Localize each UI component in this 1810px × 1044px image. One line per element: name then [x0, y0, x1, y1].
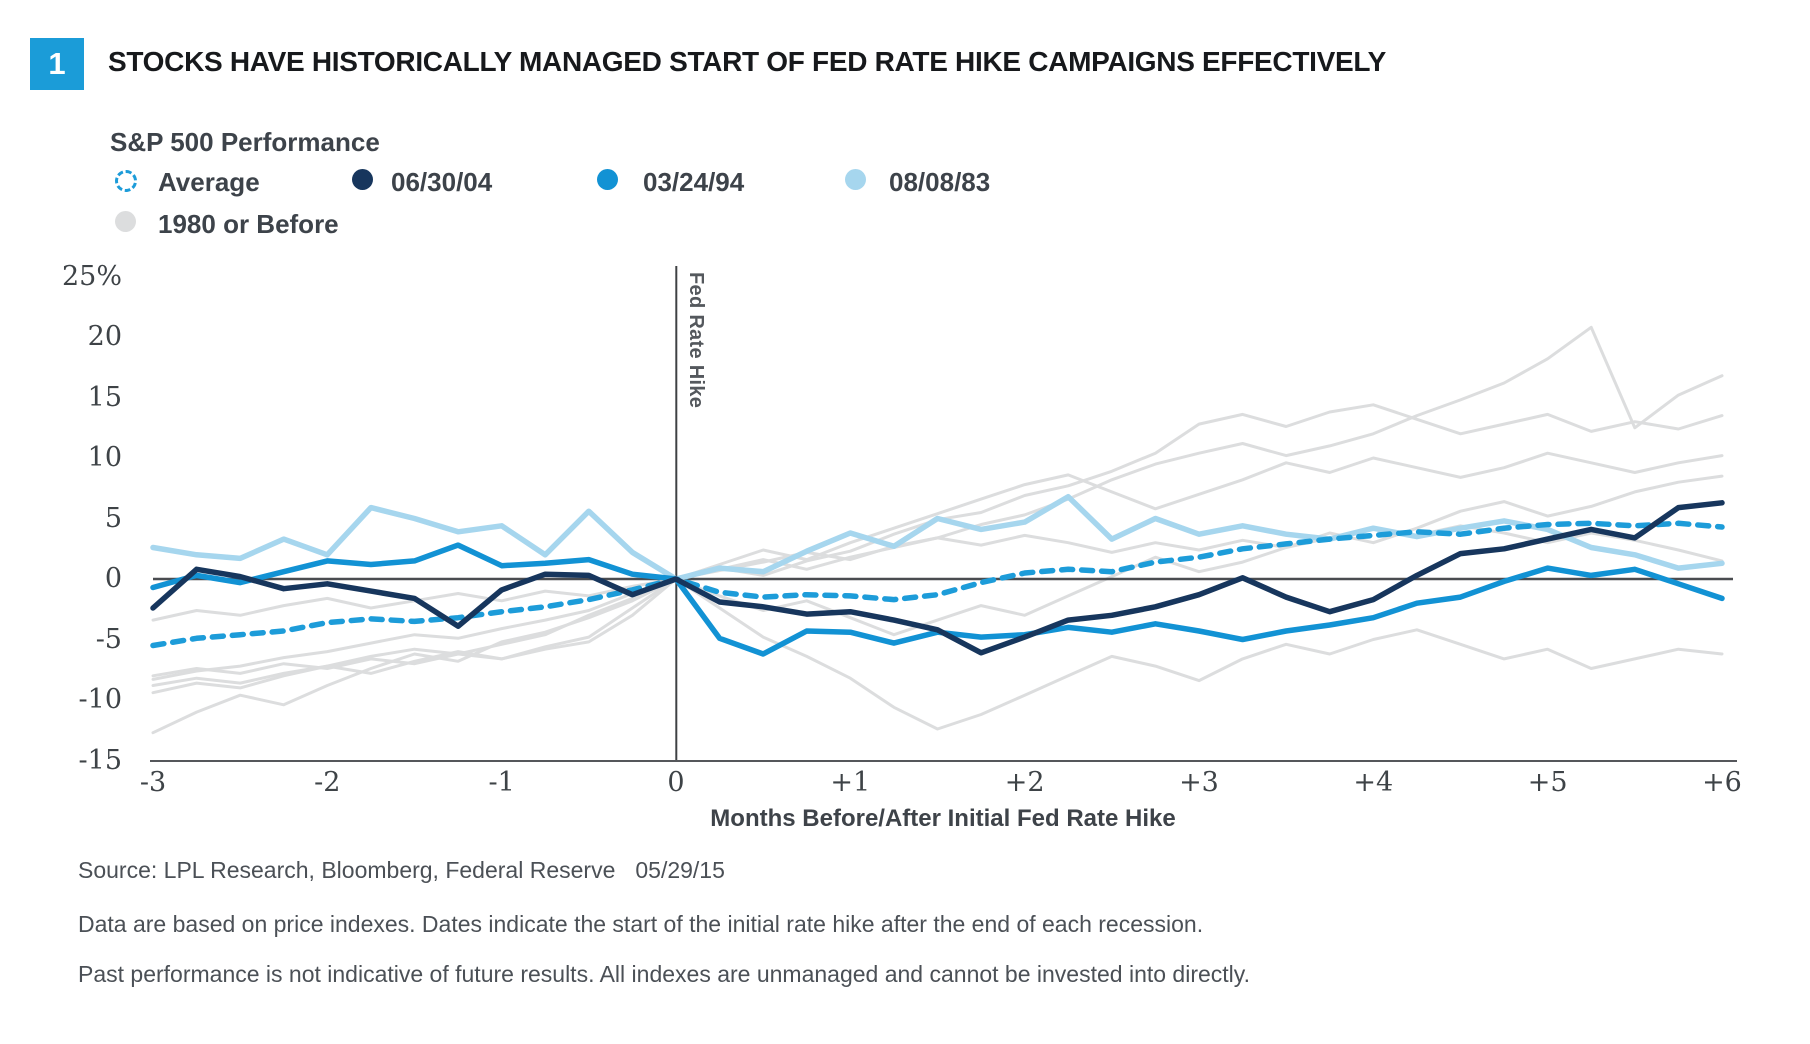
series-1980-or-before	[151, 474, 1724, 735]
series-average	[150, 520, 1725, 649]
y-tick-label: -15	[78, 744, 122, 776]
fed-rate-hike-annotation: Fed Rate Hike	[685, 272, 707, 409]
series-1980-or-before	[151, 325, 1724, 681]
series-03-24-94	[150, 542, 1725, 657]
series-1980-or-before	[151, 403, 1724, 687]
source-text: Source: LPL Research, Bloomberg, Federal…	[78, 857, 616, 883]
legend-item-063004: 06/30/04	[391, 167, 493, 197]
legend-item-080883: 08/08/83	[889, 167, 991, 197]
legend-item-032494: 03/24/94	[643, 167, 745, 197]
x-tick-label: +1	[830, 767, 871, 798]
series-1980-or-before	[151, 577, 1724, 731]
y-tick-label: 25%	[61, 260, 122, 292]
y-tick-label: 10	[87, 442, 122, 473]
legend-marker-063004-icon	[352, 169, 373, 190]
y-tick-label: 5	[104, 502, 122, 534]
series-06-30-04	[150, 500, 1725, 656]
y-tick-label: 15	[87, 381, 122, 413]
footnote-2: Past performance is not indicative of fu…	[78, 961, 1250, 987]
x-axis-title: Months Before/After Initial Fed Rate Hik…	[710, 805, 1176, 832]
y-tick-label: 0	[104, 563, 122, 594]
chart-subtitle: S&P 500 Performance	[110, 127, 380, 157]
x-tick-label: +3	[1179, 767, 1219, 798]
footnote-1: Data are based on price indexes. Dates i…	[78, 911, 1204, 937]
x-tick-label: +4	[1353, 767, 1394, 798]
legend-marker-080883-icon	[845, 169, 866, 190]
page-title: STOCKS HAVE HISTORICALLY MANAGED START O…	[108, 46, 1386, 77]
legend-marker-032494-icon	[597, 169, 618, 190]
source-line: Source: LPL Research, Bloomberg, Federal…	[78, 857, 725, 884]
legend-marker-1980-icon	[115, 211, 136, 232]
x-tick-label: -1	[488, 767, 515, 798]
series-1980-or-before	[151, 451, 1724, 695]
y-tick-label: -5	[95, 623, 122, 655]
figure-number-badge: 1	[30, 38, 84, 90]
x-tick-label: +6	[1702, 767, 1742, 798]
y-tick-label: -10	[78, 684, 122, 715]
y-tick-label: 20	[87, 321, 122, 352]
x-tick-label: -3	[139, 767, 167, 798]
legend-marker-average-icon	[115, 170, 137, 192]
x-tick-label: +2	[1004, 767, 1045, 798]
legend-item-1980: 1980 or Before	[158, 209, 339, 239]
source-date: 05/29/15	[635, 857, 725, 883]
figure-number: 1	[48, 46, 66, 81]
series-1980-or-before	[151, 524, 1724, 622]
x-tick-label: +5	[1527, 767, 1568, 798]
x-tick-label: 0	[667, 767, 685, 798]
series-08-08-83	[150, 493, 1725, 582]
x-tick-label: -2	[314, 767, 341, 798]
legend-item-average: Average	[158, 167, 260, 197]
